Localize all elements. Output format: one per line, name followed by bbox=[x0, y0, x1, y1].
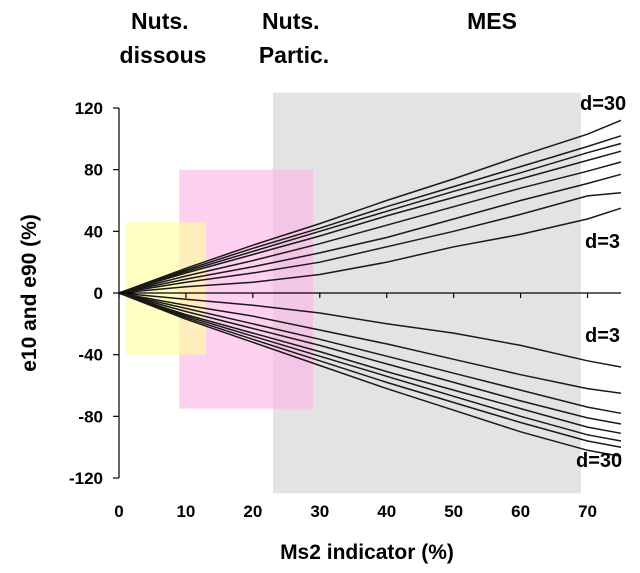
y-tick-label: 0 bbox=[94, 284, 103, 303]
y-tick-label: 40 bbox=[84, 222, 103, 241]
series-line-8 bbox=[118, 119, 622, 294]
chart-series bbox=[118, 119, 622, 458]
y-axis-title: e10 and e90 (%) bbox=[18, 214, 41, 372]
zone-label-nuts-partic-line2: Partic. bbox=[259, 42, 329, 68]
zone-label-mes: MES bbox=[467, 8, 517, 34]
y-tick-label: 80 bbox=[84, 161, 103, 180]
zone-label-nuts-partic-line1: Nuts. bbox=[262, 8, 320, 34]
series-line-9 bbox=[118, 292, 622, 368]
y-tick-label: 120 bbox=[75, 99, 103, 118]
series-label-lower-top: d=3 bbox=[585, 325, 620, 347]
y-tick-label: -80 bbox=[78, 407, 103, 426]
series-line-7 bbox=[118, 135, 622, 294]
zone-label-nuts-dissous: Nuts. dissous bbox=[120, 8, 207, 68]
series-line-6 bbox=[118, 142, 622, 294]
y-tick-label: -120 bbox=[69, 469, 103, 488]
chart-ticks: -120 -80 -40 0 40 80 120 0 10 20 30 40 50 60 70 bbox=[69, 99, 597, 521]
series-line-10 bbox=[118, 292, 622, 394]
x-tick-label: 40 bbox=[377, 502, 396, 521]
series-line-2 bbox=[118, 192, 622, 294]
series-line-4 bbox=[118, 161, 622, 294]
series-line-14 bbox=[118, 292, 622, 442]
x-tick-label: 20 bbox=[243, 502, 262, 521]
x-tick-label: 0 bbox=[114, 502, 123, 521]
series-line-13 bbox=[118, 292, 622, 435]
zone-label-nuts-dissous-line2: dissous bbox=[120, 42, 207, 68]
x-tick-label: 10 bbox=[176, 502, 195, 521]
y-tick-label: -40 bbox=[78, 346, 103, 365]
zone-label-nuts-dissous-line1: Nuts. bbox=[131, 8, 189, 34]
series-label-lower-bottom: d=30 bbox=[576, 450, 622, 472]
series-line-11 bbox=[118, 292, 622, 415]
series-label-upper-bottom: d=3 bbox=[585, 231, 620, 253]
zone-label-nuts-partic: Nuts. Partic. bbox=[259, 8, 329, 68]
series-line-15 bbox=[118, 292, 622, 448]
x-tick-label: 50 bbox=[444, 502, 463, 521]
series-line-3 bbox=[118, 173, 622, 294]
series-line-16 bbox=[118, 292, 622, 458]
x-axis-title: Ms2 indicator (%) bbox=[280, 541, 454, 564]
series-label-upper-top: d=30 bbox=[580, 93, 626, 115]
series-line-5 bbox=[118, 150, 622, 294]
series-line-12 bbox=[118, 292, 622, 425]
x-tick-label: 60 bbox=[511, 502, 530, 521]
x-tick-label: 70 bbox=[578, 502, 597, 521]
series-line-1 bbox=[118, 207, 622, 294]
x-tick-label: 30 bbox=[310, 502, 329, 521]
